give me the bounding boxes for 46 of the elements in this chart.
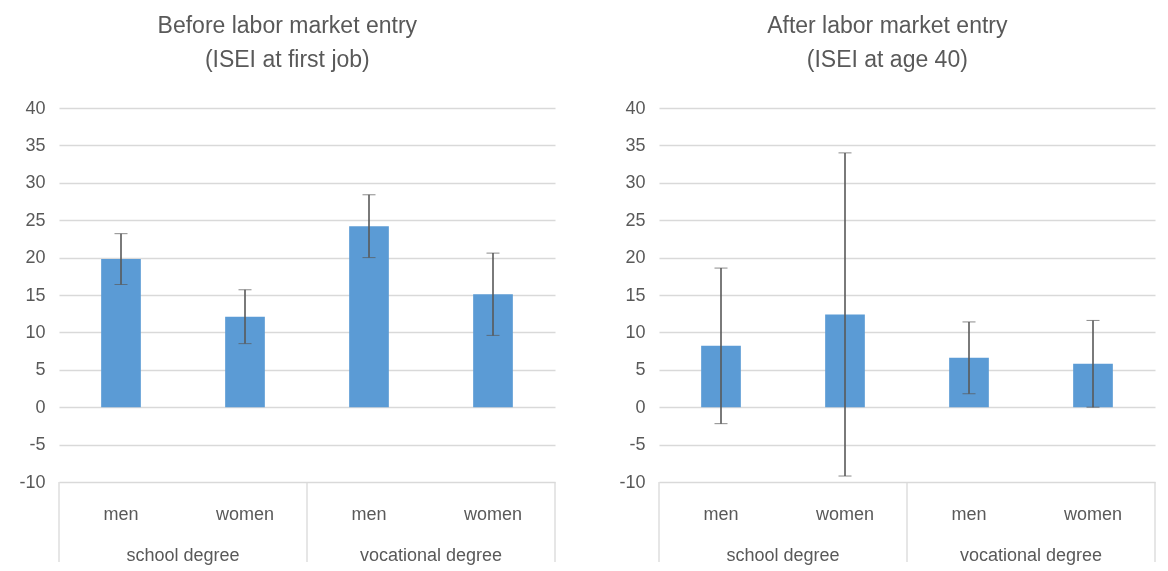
y-tick-label: 5 — [35, 359, 46, 380]
y-tick-label: 0 — [635, 396, 646, 417]
bar — [701, 345, 741, 408]
text: vocational degree — [359, 545, 503, 565]
x-tick-label: men — [703, 503, 739, 524]
y-tick-label: 30 — [625, 172, 646, 193]
y-tick-label: 25 — [625, 209, 646, 230]
y-tick-label: -10 — [619, 471, 646, 492]
y-tick-label: 15 — [625, 284, 646, 305]
y-tick-label: -5 — [629, 434, 646, 455]
bar — [473, 294, 513, 408]
bar — [949, 357, 989, 408]
y-tick-label: 40 — [625, 97, 646, 118]
x-tick-label: men — [351, 503, 387, 524]
y-tick-label: 0 — [35, 396, 46, 417]
y-tick-label: 20 — [625, 247, 646, 268]
bar — [349, 226, 389, 408]
chart-title: Before labor market entry — [157, 12, 418, 38]
bar — [101, 259, 141, 408]
chart-subtitle: (ISEI at first job) — [204, 46, 370, 72]
y-tick-label: 35 — [25, 134, 46, 155]
x-tick-label: men — [103, 503, 139, 524]
y-tick-label: 35 — [625, 134, 646, 155]
x-tick-label: men — [951, 503, 987, 524]
y-tick-label: 10 — [25, 321, 46, 342]
bar — [825, 314, 865, 408]
text: vocational degree — [959, 545, 1103, 565]
text: school degree — [726, 545, 840, 565]
text: school degree — [126, 545, 240, 565]
x-tick-label: women — [214, 503, 275, 524]
y-tick-label: 15 — [25, 284, 46, 305]
y-tick-label: 20 — [25, 247, 46, 268]
y-tick-label: -10 — [19, 471, 46, 492]
y-tick-label: -5 — [29, 434, 46, 455]
bar — [1073, 363, 1113, 408]
x-tick-label: women — [814, 503, 875, 524]
chart-subtitle: (ISEI at age 40) — [806, 46, 968, 72]
y-tick-label: 10 — [625, 321, 646, 342]
x-tick-label: women — [462, 503, 523, 524]
y-tick-label: 25 — [25, 209, 46, 230]
y-tick-label: 5 — [635, 359, 646, 380]
y-tick-label: 40 — [25, 97, 46, 118]
bar — [225, 316, 265, 408]
chart-title: After labor market entry — [767, 12, 1008, 38]
x-tick-label: women — [1062, 503, 1123, 524]
y-tick-label: 30 — [25, 172, 46, 193]
